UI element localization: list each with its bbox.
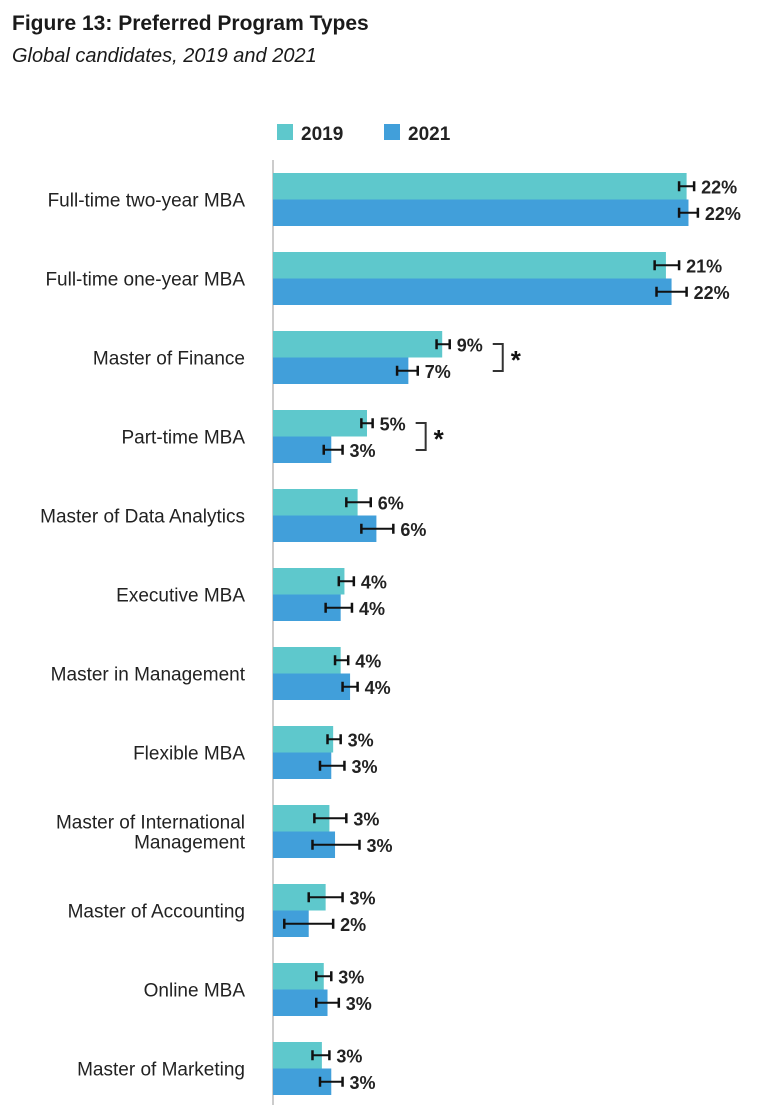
significance-bracket <box>492 343 504 372</box>
category-label: Master of Marketing <box>77 1060 245 1081</box>
category-label: Full-time one-year MBA <box>45 270 245 291</box>
data-label-2019: 22% <box>701 177 737 197</box>
category-label: Executive MBA <box>116 586 245 607</box>
category-label: Master in Management <box>51 665 246 686</box>
data-label-2019: 5% <box>380 414 406 434</box>
data-label-2021: 2% <box>340 915 366 935</box>
category-group: Master of Data Analytics 6% 6% <box>40 489 426 542</box>
category-label: Master of International Management <box>56 813 246 854</box>
data-label-2021: 4% <box>359 599 385 619</box>
data-label-2019: 3% <box>353 809 379 829</box>
bar-2019 <box>273 331 443 358</box>
category-group: Master of International Management 3% 3% <box>56 805 392 858</box>
category-label: Part-time MBA <box>121 428 245 449</box>
significance-marker: * <box>434 424 445 454</box>
chart-title: Figure 13: Preferred Program Types <box>12 12 369 35</box>
bar-2019 <box>273 647 341 674</box>
data-label-2021: 3% <box>346 994 372 1014</box>
data-label-2019: 3% <box>338 967 364 987</box>
data-label-2021: 7% <box>425 362 451 382</box>
bar-2019 <box>273 173 687 200</box>
bar-2019 <box>273 410 367 437</box>
bar-2021 <box>273 199 689 226</box>
category-label: Full-time two-year MBA <box>48 191 246 212</box>
data-label-2021: 3% <box>351 757 377 777</box>
data-label-2019: 4% <box>361 572 387 592</box>
category-group: Master in Management 4% 4% <box>51 647 391 700</box>
data-label-2019: 9% <box>457 335 483 355</box>
bar-2019 <box>273 489 358 516</box>
data-label-2021: 4% <box>365 678 391 698</box>
bar-2021 <box>273 278 672 305</box>
data-label-2021: 3% <box>366 836 392 856</box>
data-label-2019: 3% <box>348 730 374 750</box>
legend-label-2019: 2019 <box>301 124 343 145</box>
data-label-2021: 3% <box>350 441 376 461</box>
category-group: Master of Finance 9% 7% * <box>93 331 522 384</box>
category-label: Flexible MBA <box>133 744 245 765</box>
data-label-2021: 22% <box>705 204 741 224</box>
legend-label-2021: 2021 <box>408 124 451 145</box>
legend-swatch-2019 <box>277 124 293 140</box>
legend-swatch-2021 <box>384 124 400 140</box>
category-group: Flexible MBA 3% 3% <box>133 726 377 779</box>
chart-subtitle: Global candidates, 2019 and 2021 <box>12 45 317 67</box>
category-label: Master of Data Analytics <box>40 507 245 528</box>
bar-2019 <box>273 568 345 595</box>
category-group: Part-time MBA 5%3% * <box>121 410 445 463</box>
data-label-2019: 21% <box>686 256 722 276</box>
category-group: Online MBA 3% 3% <box>144 963 372 1016</box>
data-label-2019: 4% <box>355 651 381 671</box>
category-label: Master of Finance <box>93 349 245 370</box>
category-group: Executive MBA 4% 4% <box>116 568 387 621</box>
data-label-2019: 6% <box>378 493 404 513</box>
data-label-2021: 22% <box>694 283 730 303</box>
category-group: Master of Accounting 3% 2% <box>68 884 376 937</box>
bar-2021 <box>273 357 409 384</box>
data-label-2019: 3% <box>350 888 376 908</box>
data-label-2021: 3% <box>350 1073 376 1093</box>
bar-2021 <box>273 436 332 463</box>
category-group: Full-time two-year MBA 22% 22% <box>48 173 741 226</box>
data-label-2021: 6% <box>400 520 426 540</box>
category-group: Master of Marketing 3% 3% <box>77 1042 376 1095</box>
significance-bracket <box>415 422 427 451</box>
category-label: Online MBA <box>144 981 246 1002</box>
significance-marker: * <box>511 345 522 375</box>
category-label: Master of Accounting <box>68 902 245 923</box>
category-group: Full-time one-year MBA 21% 22% <box>45 252 730 305</box>
bar-2019 <box>273 252 666 279</box>
bar-2021 <box>273 515 377 542</box>
bar-2019 <box>273 726 334 753</box>
bar-2021 <box>273 673 351 700</box>
data-label-2019: 3% <box>336 1046 362 1066</box>
